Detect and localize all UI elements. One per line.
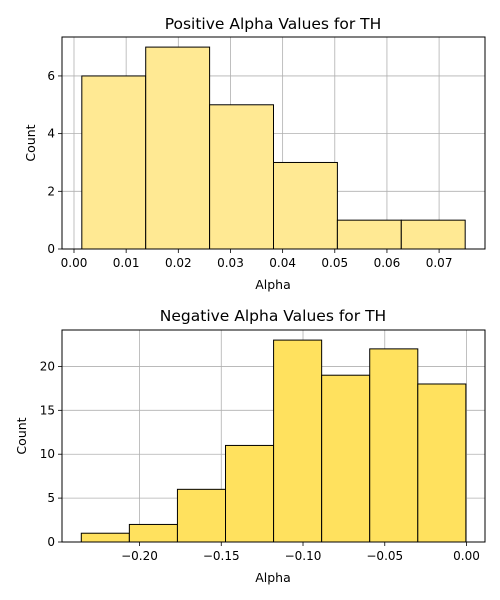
negative-histogram-bar: [369, 348, 419, 543]
negative-x-tick-label: 0.00: [453, 549, 480, 563]
positive-x-tick-label: 0.02: [165, 256, 192, 270]
positive-histogram-bar: [81, 75, 147, 250]
negative-x-axis-label: Alpha: [255, 570, 291, 585]
positive-x-tick-label: 0.06: [374, 256, 401, 270]
negative-x-tick-label: −0.05: [366, 549, 403, 563]
positive-y-tick-label: 2: [47, 184, 55, 198]
positive-ticks: 0.00 0.01 0.02 0.03 0.04 0.05 0.06 0.07 0 2 4 6: [47, 69, 452, 270]
positive-x-tick-label: 0.03: [217, 256, 244, 270]
negative-x-tick-label: −0.15: [203, 549, 240, 563]
positive-y-tick-label: 0: [47, 242, 55, 256]
positive-x-tick-label: 0.01: [113, 256, 140, 270]
positive-x-tick-label: 0.00: [61, 256, 88, 270]
negative-bars: [80, 339, 467, 543]
positive-y-tick-label: 6: [47, 69, 55, 83]
negative-y-tick-label: 15: [40, 403, 55, 417]
positive-x-tick-label: 0.07: [426, 256, 453, 270]
negative-ticks: −0.20 −0.15 −0.10 −0.05 0.00 0 5 10 15 20: [40, 359, 480, 563]
positive-histogram-bar: [336, 219, 402, 250]
positive-x-axis-label: Alpha: [255, 277, 291, 292]
negative-histogram-bar: [225, 444, 275, 543]
negative-y-tick-label: 10: [40, 447, 55, 461]
negative-histogram-bar: [128, 523, 178, 543]
positive-histogram-bar: [209, 104, 274, 250]
positive-x-tick-label: 0.05: [321, 256, 348, 270]
positive-histogram-bar: [273, 161, 338, 250]
negative-histogram-bar: [321, 374, 371, 543]
positive-histogram-bar: [145, 46, 211, 250]
negative-histogram-bar: [80, 532, 130, 543]
negative-x-tick-label: −0.10: [285, 549, 322, 563]
negative-histogram-bar: [273, 339, 323, 543]
positive-alpha-histogram: 0.00 0.01 0.02 0.03 0.04 0.05 0.06 0.07 0 2 4 6 Pos…: [23, 15, 486, 292]
negative-alpha-histogram: −0.20 −0.15 −0.10 −0.05 0.00 0 5 10 15 20 Negativ…: [14, 307, 486, 585]
negative-y-axis-label: Count: [14, 417, 29, 454]
positive-bars: [81, 46, 466, 250]
negative-y-tick-label: 0: [47, 535, 55, 549]
negative-y-tick-label: 5: [47, 491, 55, 505]
negative-plot-frame: [61, 329, 486, 543]
positive-plot-frame: [61, 36, 486, 250]
negative-y-tick-label: 20: [40, 359, 55, 373]
negative-histogram-bar: [176, 488, 227, 543]
positive-y-tick-label: 4: [47, 127, 55, 141]
positive-y-axis-label: Count: [23, 124, 38, 161]
negative-x-tick-label: −0.20: [121, 549, 158, 563]
negative-chart-title: Negative Alpha Values for TH: [160, 307, 386, 325]
negative-histogram-bar: [417, 383, 467, 543]
positive-chart-title: Positive Alpha Values for TH: [165, 15, 382, 33]
positive-histogram-bar: [400, 219, 466, 250]
positive-x-tick-label: 0.04: [269, 256, 296, 270]
